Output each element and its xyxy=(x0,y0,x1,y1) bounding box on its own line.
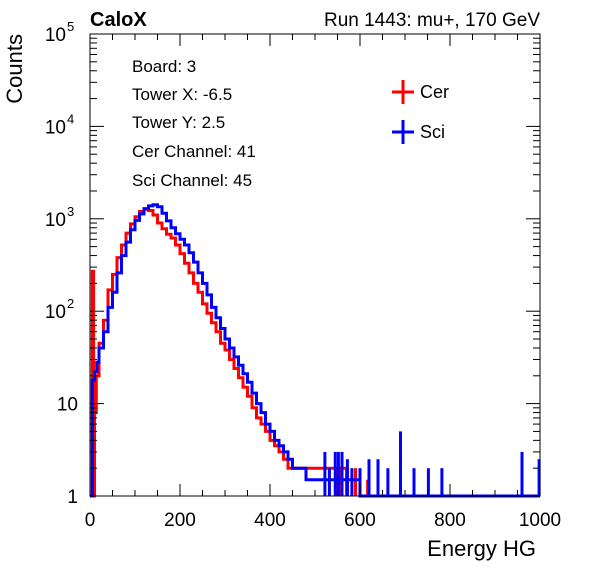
y-tick-label-3: 10 xyxy=(45,210,66,231)
legend-cer-label: Cer xyxy=(420,82,449,102)
series-cer-line xyxy=(90,207,348,498)
legend-entry-cer: Cer xyxy=(392,80,449,104)
x-axis-label: Energy HG xyxy=(427,536,536,561)
x-tick-label-200: 200 xyxy=(164,510,196,531)
info-tower-y: Tower Y: 2.5 xyxy=(132,113,225,132)
info-sci-channel: Sci Channel: 45 xyxy=(132,171,252,190)
y-tick-label-1: 10 xyxy=(57,395,78,416)
y-tick-label-exp-3: 3 xyxy=(67,204,74,219)
y-tick-label-0: 1 xyxy=(67,487,78,508)
info-tower-x: Tower X: -6.5 xyxy=(132,85,232,104)
chart-title-right: Run 1443: mu+, 170 GeV xyxy=(324,10,540,31)
legend: Cer Sci xyxy=(392,80,449,144)
y-tick-label-exp-4: 4 xyxy=(67,111,74,126)
y-tick-label-4: 10 xyxy=(45,117,66,138)
y-tick-label-exp-5: 5 xyxy=(67,19,74,34)
info-box: Board: 3 Tower X: -6.5 Tower Y: 2.5 Cer … xyxy=(132,57,256,190)
y-axis-label: Counts xyxy=(2,34,27,104)
y-tick-label-exp-2: 2 xyxy=(67,296,74,311)
y-tick-label-5: 10 xyxy=(45,25,66,46)
x-tick-label-1000: 1000 xyxy=(519,510,561,531)
plot-frame xyxy=(89,33,541,497)
info-cer-channel: Cer Channel: 41 xyxy=(132,142,256,161)
legend-entry-sci: Sci xyxy=(392,120,445,144)
x-tick-label-400: 400 xyxy=(254,510,286,531)
y-tick-label-2: 10 xyxy=(45,302,66,323)
legend-sci-label: Sci xyxy=(420,122,445,142)
info-board: Board: 3 xyxy=(132,57,196,76)
x-tick-label-800: 800 xyxy=(434,510,466,531)
chart-title-left: CaloX xyxy=(90,9,147,31)
x-tick-label-0: 0 xyxy=(85,510,96,531)
x-tick-label-600: 600 xyxy=(344,510,376,531)
